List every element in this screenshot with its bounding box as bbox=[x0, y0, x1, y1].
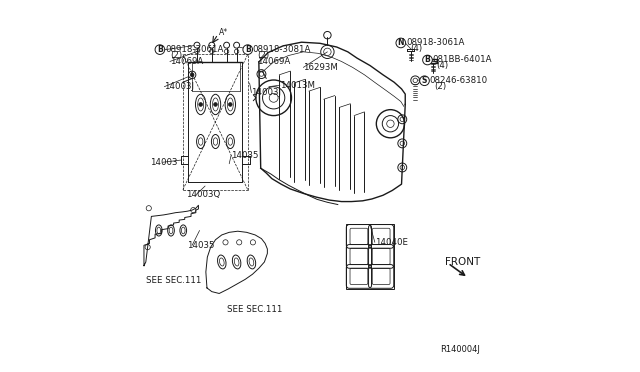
Bar bbox=[346, 224, 394, 289]
Circle shape bbox=[209, 42, 215, 48]
Text: 14035: 14035 bbox=[231, 151, 259, 160]
Text: FRONT: FRONT bbox=[445, 257, 481, 267]
Text: B: B bbox=[157, 45, 163, 54]
Text: 14003Q: 14003Q bbox=[186, 190, 220, 199]
Text: 081BB-6401A: 081BB-6401A bbox=[432, 55, 492, 64]
Circle shape bbox=[199, 103, 202, 106]
Text: 14003: 14003 bbox=[150, 158, 177, 167]
Text: B: B bbox=[424, 55, 430, 64]
Text: N: N bbox=[397, 38, 404, 48]
Circle shape bbox=[228, 103, 232, 106]
Polygon shape bbox=[144, 205, 198, 266]
Text: 14013M: 14013M bbox=[280, 81, 315, 90]
Circle shape bbox=[234, 42, 239, 48]
Text: S: S bbox=[422, 76, 427, 85]
Text: B: B bbox=[245, 45, 251, 54]
Text: 14069A: 14069A bbox=[170, 57, 203, 66]
Text: (2): (2) bbox=[257, 51, 269, 60]
Polygon shape bbox=[206, 231, 268, 294]
Circle shape bbox=[396, 38, 406, 48]
Text: 14003J: 14003J bbox=[164, 82, 195, 91]
Text: 14040E: 14040E bbox=[375, 238, 408, 247]
Text: 08918-3061A: 08918-3061A bbox=[165, 45, 223, 54]
Circle shape bbox=[155, 45, 164, 54]
Text: (2): (2) bbox=[434, 82, 446, 91]
Circle shape bbox=[223, 42, 230, 48]
Circle shape bbox=[422, 55, 432, 65]
Text: 08246-63810: 08246-63810 bbox=[429, 76, 488, 85]
Text: (2): (2) bbox=[170, 51, 182, 60]
Text: (4): (4) bbox=[410, 44, 422, 53]
Circle shape bbox=[243, 45, 253, 54]
Text: A*: A* bbox=[219, 28, 228, 38]
Text: 08918-3081A: 08918-3081A bbox=[253, 45, 311, 54]
Circle shape bbox=[190, 73, 194, 77]
Text: SEE SEC.111: SEE SEC.111 bbox=[146, 276, 201, 285]
Text: 16293M: 16293M bbox=[303, 63, 338, 72]
Text: 14003J: 14003J bbox=[252, 88, 282, 97]
Circle shape bbox=[420, 76, 429, 86]
Text: R140004J: R140004J bbox=[440, 344, 481, 353]
Text: 14069A: 14069A bbox=[257, 57, 291, 66]
Text: 14035: 14035 bbox=[187, 241, 214, 250]
Text: 08918-3061A: 08918-3061A bbox=[406, 38, 465, 48]
Circle shape bbox=[214, 103, 218, 106]
Circle shape bbox=[194, 42, 200, 48]
Text: SEE SEC.111: SEE SEC.111 bbox=[227, 305, 282, 314]
Text: (4): (4) bbox=[436, 61, 449, 70]
